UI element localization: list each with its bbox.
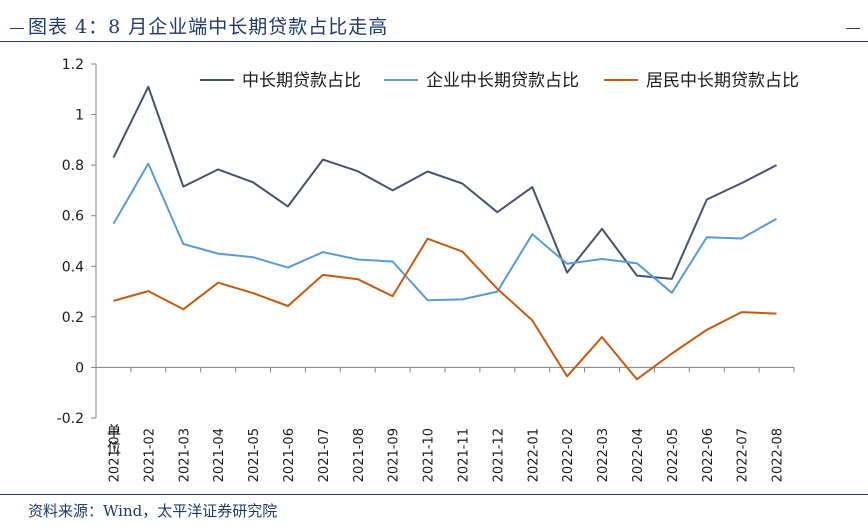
y-tick-label: 0.6 — [62, 209, 84, 225]
title-bar: 图表 4：8 月企业端中长期贷款占比走高 — [0, 0, 868, 44]
x-tick-label: 2021-05 — [247, 428, 262, 482]
x-tick-label: 2022-03 — [596, 428, 611, 482]
x-tick-label: 2021-06 — [282, 428, 297, 482]
x-tick-label: 2021-03 — [177, 428, 192, 482]
series-lines — [112, 85, 777, 381]
x-tick-label: 2021-09 — [387, 428, 402, 482]
x-tick-label: 2022-04 — [631, 428, 646, 482]
y-tick-label: 0.4 — [62, 259, 84, 275]
title-underline — [0, 41, 868, 42]
x-tick-label: 2021-07 — [317, 428, 332, 482]
footer-rule — [0, 494, 868, 495]
y-axis-ticks: -0.2 0 0.2 0.4 0.6 0.8 1 1.2 — [57, 57, 96, 427]
y-tick-label: 1.2 — [62, 57, 84, 73]
y-axis-unit-label: 单位 — [107, 424, 121, 457]
x-tick-label: 2022-02 — [561, 428, 576, 482]
chart-legend: 中长期贷款占比 企业中长期贷款占比 居民中长期贷款占比 — [200, 71, 799, 91]
x-tick-label: 2021-04 — [212, 428, 227, 482]
x-tick-label: 2021-08 — [352, 428, 367, 482]
x-tick-label: 2022-01 — [526, 428, 541, 482]
y-tick-label: 0 — [75, 360, 84, 376]
y-tick-label: 0.8 — [62, 158, 84, 174]
source-note: 资料来源：Wind，太平洋证券研究院 — [28, 502, 278, 520]
x-tick-label: 2021-11 — [456, 428, 471, 482]
x-tick-label: 2021-02 — [142, 428, 157, 482]
x-tick-label: 2021-12 — [491, 428, 506, 482]
x-tick-label: 2021-01 — [107, 428, 122, 482]
y-tick-label: 0.2 — [62, 310, 84, 326]
page-title: 图表 4：8 月企业端中长期贷款占比走高 — [28, 16, 389, 38]
x-tick-label: 2022-05 — [666, 428, 681, 482]
y-tick-label: 1 — [75, 108, 84, 124]
legend-label-2: 企业中长期贷款占比 — [426, 71, 579, 91]
series-line-3 — [113, 237, 777, 381]
title-right-tick — [846, 28, 860, 29]
x-tick-label: 2022-07 — [736, 428, 751, 482]
line-chart: -0.200.20.40.60.811.2 2021-01 2021-02 2021… — [57, 57, 799, 482]
series-line-2 — [112, 162, 777, 302]
legend-label-1: 中长期贷款占比 — [242, 71, 361, 91]
title-left-tick — [10, 28, 24, 29]
legend-label-3: 居民中长期贷款占比 — [646, 71, 799, 91]
x-axis-ticks: 2021-01 2021-02 2021-03 2021-04 2021-05 2021-… — [95, 367, 795, 482]
series-line-1 — [112, 85, 777, 280]
y-tick-label: -0.2 — [57, 411, 84, 427]
x-tick-label: 2022-06 — [701, 428, 716, 482]
x-tick-label: 2021-10 — [422, 428, 437, 482]
x-tick-label: 2022-08 — [771, 428, 786, 482]
